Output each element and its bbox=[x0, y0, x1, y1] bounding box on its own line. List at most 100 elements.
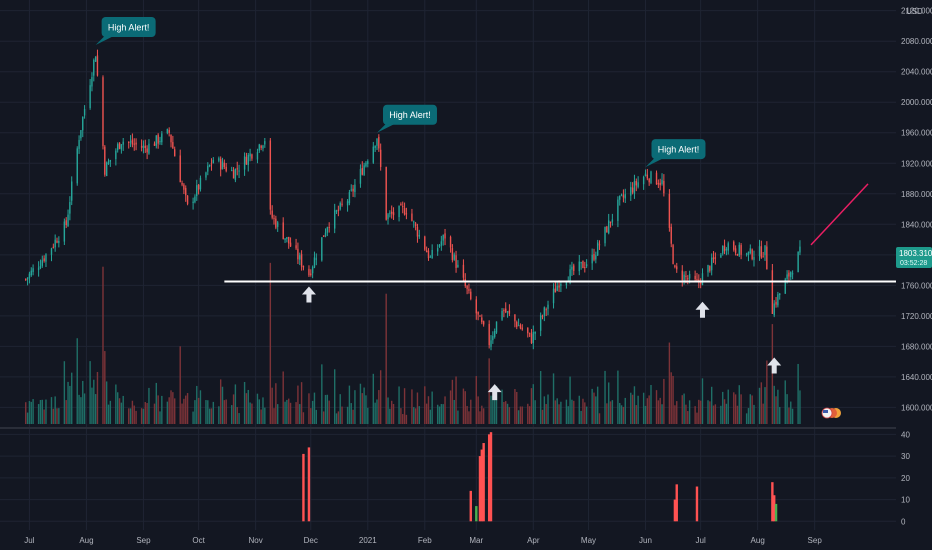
volume-bar bbox=[455, 376, 457, 424]
volume-bar bbox=[300, 382, 303, 424]
candle-body bbox=[271, 210, 273, 218]
flag-icon[interactable] bbox=[821, 407, 841, 419]
candle-body bbox=[442, 234, 444, 241]
candle-body bbox=[69, 202, 71, 214]
volume-bar bbox=[517, 410, 520, 424]
candle-body bbox=[30, 270, 32, 276]
indicator-tick-label: 20 bbox=[901, 474, 910, 483]
last-price-value: 1803.310 bbox=[899, 249, 932, 258]
volume-bar bbox=[539, 371, 542, 424]
volume-bar bbox=[475, 376, 477, 424]
volume-bar bbox=[58, 408, 60, 424]
volume-bar bbox=[672, 375, 674, 424]
candle-body bbox=[378, 136, 380, 149]
volume-bar bbox=[598, 413, 601, 424]
volume-bar bbox=[670, 372, 672, 424]
candle-body bbox=[310, 273, 312, 275]
volume-bar bbox=[777, 389, 779, 424]
candle-body bbox=[725, 249, 728, 251]
candle-body bbox=[91, 77, 93, 87]
candle-body bbox=[251, 154, 253, 159]
candle-body bbox=[258, 144, 260, 151]
candle-body bbox=[118, 142, 121, 149]
volume-bar bbox=[80, 397, 82, 424]
candle-body bbox=[413, 221, 415, 223]
last-price-box bbox=[896, 247, 932, 268]
volume-bar bbox=[313, 392, 316, 424]
price-axis-background bbox=[896, 0, 932, 550]
indicator-tick-label: 0 bbox=[901, 517, 906, 526]
candle-body bbox=[455, 255, 457, 268]
candle-body bbox=[545, 309, 547, 311]
candle-body bbox=[346, 201, 349, 206]
volume-bar bbox=[764, 387, 766, 424]
volume-bar bbox=[771, 324, 774, 424]
high-alert-callout[interactable]: High Alert! bbox=[376, 104, 437, 133]
volume-bar bbox=[547, 394, 549, 424]
candle-body bbox=[234, 168, 237, 181]
volume-bar bbox=[723, 399, 726, 424]
volume-bar bbox=[26, 412, 29, 424]
candle-body bbox=[477, 311, 479, 315]
candle-body bbox=[249, 153, 251, 157]
candle-body bbox=[276, 222, 279, 227]
volume-bar bbox=[751, 395, 753, 424]
candle-body bbox=[115, 150, 117, 160]
volume-bar bbox=[346, 406, 349, 424]
candle-body bbox=[734, 248, 737, 253]
volume-bar bbox=[565, 399, 568, 424]
volume-bar bbox=[238, 413, 240, 424]
arrow-up-icon bbox=[695, 301, 710, 318]
candle-body bbox=[418, 235, 420, 237]
volume-bar bbox=[231, 405, 233, 424]
candle-body bbox=[797, 251, 799, 273]
candle-body bbox=[674, 265, 676, 267]
volume-bar bbox=[297, 385, 299, 424]
candle-body bbox=[172, 142, 174, 149]
volume-bar bbox=[593, 392, 595, 424]
price-tick-label: 2120.000 bbox=[901, 7, 932, 16]
candle-body bbox=[205, 172, 207, 178]
volume-bar bbox=[773, 385, 775, 424]
time-axis-labels: Jul Aug Sep Oct Nov Dec 2021 Feb Mar Apr May Jun Jul… bbox=[24, 536, 822, 545]
volume-bar bbox=[431, 391, 433, 424]
volume-bar bbox=[120, 402, 123, 424]
candle-body bbox=[128, 142, 130, 144]
volume-bar bbox=[50, 397, 53, 424]
volume-bar bbox=[451, 379, 454, 424]
volume-bar bbox=[440, 404, 443, 424]
time-tick-label: Apr bbox=[527, 536, 540, 545]
volume-bar bbox=[545, 404, 547, 424]
candle-body bbox=[707, 265, 709, 273]
candle-body bbox=[122, 141, 124, 145]
candle-body bbox=[25, 278, 27, 280]
candle-body bbox=[541, 316, 544, 318]
volume-bar bbox=[709, 401, 711, 424]
high-alert-callout[interactable]: High Alert! bbox=[645, 139, 706, 168]
high-alert-callout[interactable]: High Alert! bbox=[95, 17, 156, 46]
candle-body bbox=[391, 211, 393, 214]
candle-body bbox=[584, 267, 586, 269]
volume-bar bbox=[797, 363, 799, 424]
trendline[interactable] bbox=[810, 183, 869, 246]
volume-bar bbox=[663, 378, 665, 424]
volume-bar bbox=[766, 360, 768, 424]
volume-bar bbox=[45, 399, 47, 424]
volume-bar bbox=[376, 399, 378, 424]
volume-bar bbox=[398, 386, 400, 424]
candle-body bbox=[790, 272, 792, 278]
volume-bar bbox=[273, 408, 275, 424]
candle-body bbox=[606, 226, 608, 233]
indicator-tick-label: 30 bbox=[901, 452, 910, 461]
candle-body bbox=[764, 245, 766, 256]
volume-bar bbox=[71, 372, 73, 424]
indicator-bar bbox=[482, 443, 485, 522]
volume-bar bbox=[657, 400, 660, 424]
candle-body bbox=[120, 144, 123, 150]
volume-bar bbox=[646, 398, 649, 424]
volume-bar bbox=[701, 378, 704, 424]
volume-bar bbox=[269, 262, 272, 424]
volume-bar bbox=[784, 380, 786, 424]
candle-body bbox=[157, 134, 159, 144]
